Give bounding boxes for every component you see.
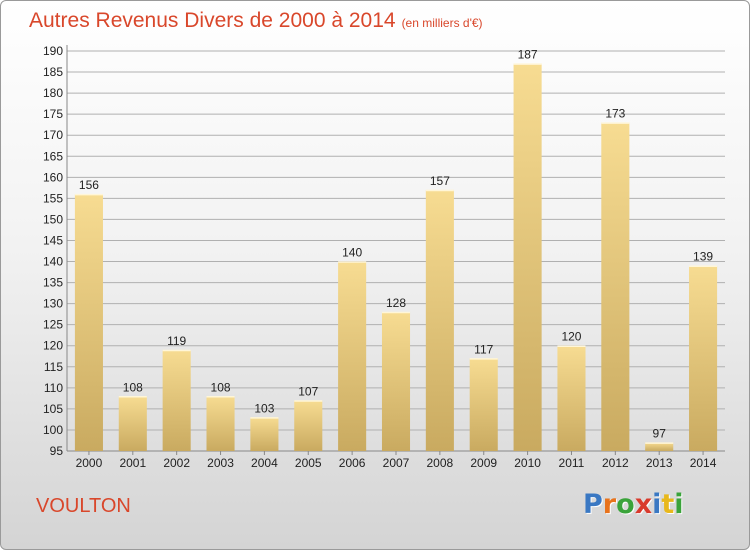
y-tick-label: 175 (43, 107, 63, 121)
bar (381, 312, 411, 451)
x-tick-label: 2007 (383, 456, 410, 470)
proxiti-logo: Proxiti (583, 489, 684, 520)
x-tick-label: 2012 (602, 456, 629, 470)
x-tick-label: 2013 (646, 456, 673, 470)
y-tick-label: 130 (43, 297, 63, 311)
x-tick-label: 2010 (514, 456, 541, 470)
data-label: 97 (653, 427, 667, 441)
bar (118, 396, 147, 451)
x-tick-label: 2009 (470, 456, 497, 470)
data-label: 107 (298, 384, 318, 398)
y-tick-label: 160 (43, 170, 63, 184)
x-tick-label: 2001 (119, 456, 146, 470)
y-tick-label: 100 (43, 423, 63, 437)
y-tick-label: 170 (43, 128, 63, 142)
x-tick-label: 2002 (163, 456, 190, 470)
bar (601, 122, 630, 451)
data-label: 108 (211, 380, 231, 394)
chart-subtitle: (en milliers d'€) (401, 16, 483, 30)
bar (557, 345, 586, 451)
y-tick-label: 150 (43, 212, 63, 226)
bar (74, 194, 103, 451)
x-tick-label: 2003 (207, 456, 234, 470)
y-tick-label: 110 (44, 381, 63, 395)
logo-letter: t (661, 489, 675, 520)
y-tick-label: 120 (43, 339, 63, 353)
bar (294, 400, 323, 451)
x-tick-label: 2005 (295, 456, 322, 470)
y-tick-label: 155 (43, 191, 63, 205)
bar (425, 189, 454, 451)
bar (645, 442, 674, 451)
logo-letter: P (583, 489, 603, 520)
x-tick-label: 2008 (427, 456, 454, 470)
y-tick-label: 180 (43, 86, 63, 100)
logo-letter: i (652, 489, 662, 520)
data-label: 140 (342, 246, 362, 260)
data-label: 139 (693, 250, 713, 264)
y-tick-label: 140 (43, 255, 63, 269)
chart-title: Autres Revenus Divers de 2000 à 2014 (en … (29, 9, 483, 33)
data-label: 103 (254, 401, 274, 415)
bar (513, 63, 542, 451)
bar (689, 265, 718, 451)
y-tick-label: 165 (43, 149, 63, 163)
bar (206, 396, 235, 451)
x-tick-label: 2014 (690, 456, 717, 470)
data-label: 119 (167, 334, 186, 348)
logo-letter: x (634, 489, 653, 520)
y-tick-label: 135 (43, 276, 63, 290)
town-name: VOULTON (36, 495, 131, 517)
bar (250, 417, 279, 451)
bar (338, 261, 367, 451)
logo-letter: o (616, 489, 635, 520)
y-tick-label: 190 (43, 44, 63, 58)
x-tick-label: 2006 (339, 456, 366, 470)
data-label: 157 (430, 174, 450, 188)
y-tick-label: 115 (44, 360, 63, 374)
data-label: 120 (561, 330, 581, 344)
data-label: 156 (79, 178, 99, 192)
data-label: 117 (474, 342, 493, 356)
y-tick-label: 95 (50, 444, 64, 458)
logo-letter: i (674, 489, 684, 520)
y-tick-label: 105 (43, 402, 63, 416)
data-label: 128 (386, 296, 406, 310)
x-tick-label: 2000 (76, 456, 103, 470)
x-tick-label: 2011 (559, 456, 585, 470)
data-label: 187 (518, 48, 538, 62)
data-label: 108 (123, 380, 143, 394)
x-tick-label: 2004 (251, 456, 278, 470)
y-tick-label: 185 (43, 65, 63, 79)
bar (469, 358, 498, 451)
logo-letter: r (602, 489, 617, 520)
bar (162, 349, 191, 451)
y-tick-label: 125 (43, 318, 63, 332)
data-label: 173 (605, 107, 625, 121)
chart-title-text: Autres Revenus Divers de 2000 à 2014 (29, 9, 396, 32)
y-tick-label: 145 (43, 233, 63, 247)
